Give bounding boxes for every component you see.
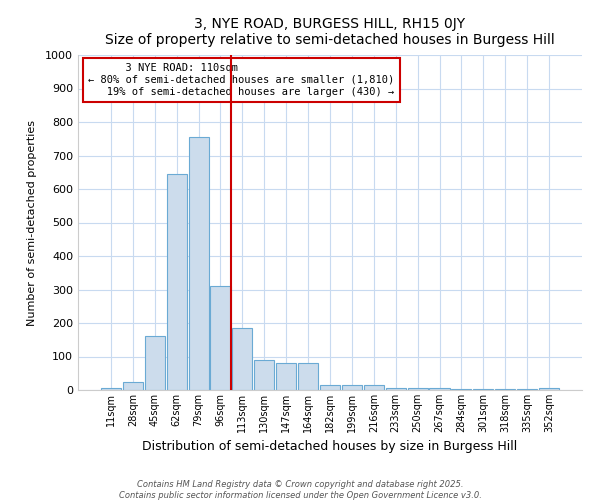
Y-axis label: Number of semi-detached properties: Number of semi-detached properties [27, 120, 37, 326]
Bar [145, 336, 165, 390]
Bar [342, 385, 362, 390]
Bar [298, 363, 318, 390]
Bar [276, 363, 296, 390]
Bar [430, 388, 449, 390]
Bar [188, 137, 209, 390]
Bar [407, 388, 428, 390]
Bar [101, 388, 121, 390]
Bar [451, 389, 472, 390]
Text: 3 NYE ROAD: 110sqm
← 80% of semi-detached houses are smaller (1,810)
   19% of s: 3 NYE ROAD: 110sqm ← 80% of semi-detache… [88, 64, 394, 96]
X-axis label: Distribution of semi-detached houses by size in Burgess Hill: Distribution of semi-detached houses by … [142, 440, 518, 454]
Bar [539, 388, 559, 390]
Bar [320, 385, 340, 390]
Bar [364, 385, 384, 390]
Bar [167, 174, 187, 390]
Title: 3, NYE ROAD, BURGESS HILL, RH15 0JY
Size of property relative to semi-detached h: 3, NYE ROAD, BURGESS HILL, RH15 0JY Size… [105, 16, 555, 47]
Bar [123, 382, 143, 390]
Bar [473, 389, 493, 390]
Text: Contains HM Land Registry data © Crown copyright and database right 2025.
Contai: Contains HM Land Registry data © Crown c… [119, 480, 481, 500]
Bar [254, 360, 274, 390]
Bar [232, 328, 253, 390]
Bar [386, 388, 406, 390]
Bar [211, 286, 230, 390]
